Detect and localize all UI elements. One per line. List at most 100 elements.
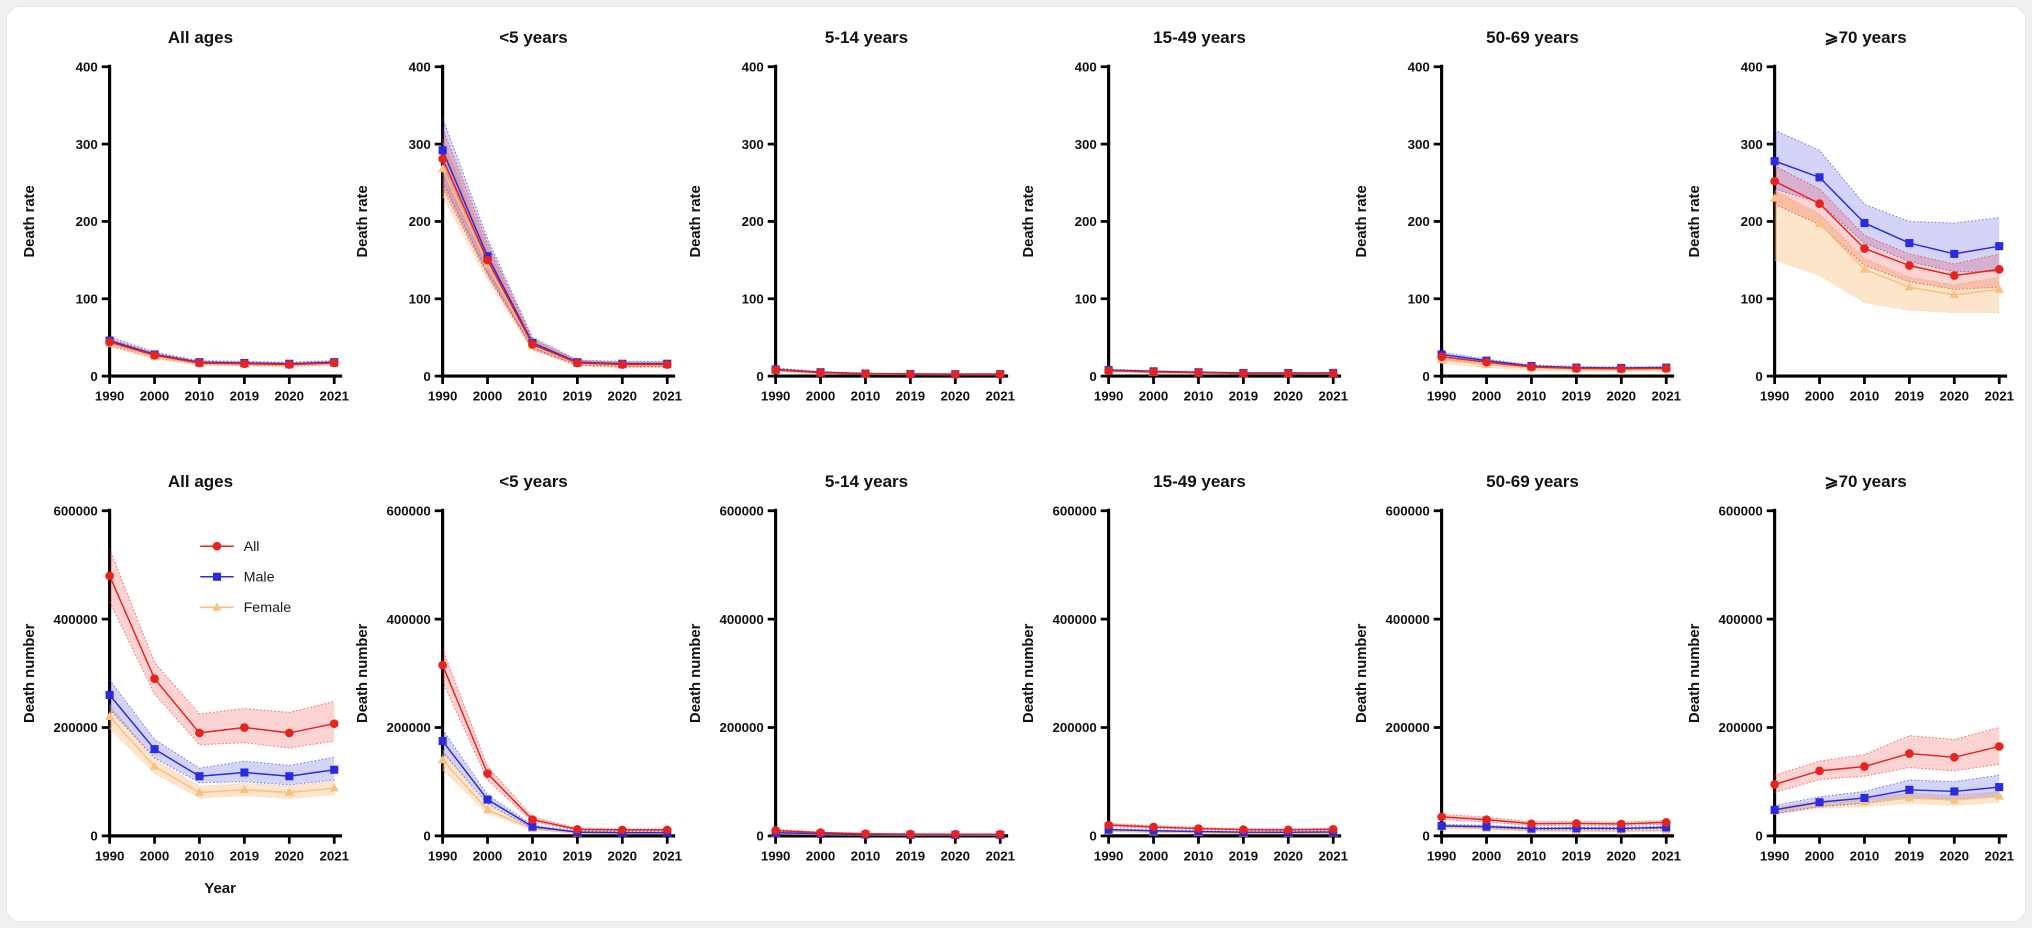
y-axis-label: Death rate <box>1021 185 1037 257</box>
x-tick-label: 1990 <box>1427 848 1457 863</box>
band-female <box>1774 791 2000 815</box>
marker <box>528 822 537 831</box>
band-male <box>1774 130 2000 272</box>
marker <box>573 358 582 368</box>
x-tick-label: 2019 <box>230 389 260 404</box>
series-line-male <box>1108 828 1334 834</box>
marker <box>1239 369 1248 378</box>
chart-plot: 600000 400000 200000 0 1990 2000 2010 2019 2020 2… <box>1021 503 1349 863</box>
y-tick-label: 100 <box>1075 291 1097 306</box>
x-tick-label: 2010 <box>1850 389 1880 404</box>
marker <box>1905 785 1914 794</box>
chart-plot: 400 300 200 100 0 1990 2000 2010 2019 2020 2021 Dea… <box>1354 59 1682 403</box>
x-tick-label: 2010 <box>185 389 215 404</box>
marker <box>285 772 294 781</box>
marker <box>950 829 960 839</box>
marker <box>105 337 114 347</box>
x-tick-label: 2021 <box>985 848 1015 863</box>
band-edge <box>109 679 335 769</box>
marker <box>1283 825 1293 835</box>
chart-title: 5-14 years <box>824 472 909 491</box>
band-edge <box>1774 165 2000 265</box>
chart-title: <5 years <box>499 28 568 47</box>
band-edge <box>442 182 668 367</box>
chart-plot: 600000 400000 200000 0 1990 2000 2010 2019 2020 2… <box>1687 503 2015 863</box>
x-tick-label: 1990 <box>428 389 458 404</box>
marker <box>861 829 870 839</box>
marker <box>329 783 339 792</box>
marker <box>617 825 627 835</box>
marker <box>438 660 447 670</box>
x-tick-label: 2020 <box>608 389 638 404</box>
y-tick-label: 100 <box>742 291 764 306</box>
chart-number-50-69: 50-69 years 600000 400000 200000 0 1990 2000 2… <box>1349 459 1682 921</box>
marker <box>1814 218 1825 228</box>
x-tick-label: 2010 <box>1184 389 1214 404</box>
y-axis-label: Death rate <box>22 185 38 257</box>
chart-title: 50-69 years <box>1486 28 1579 47</box>
y-axis-label: Death number <box>1021 623 1037 723</box>
x-tick-label: 2019 <box>1562 848 1592 863</box>
y-axis-label: Death number <box>688 623 704 723</box>
band-edge <box>109 548 335 715</box>
x-tick-label: 2021 <box>319 848 349 863</box>
marker <box>861 369 870 379</box>
y-tick-label: 0 <box>90 829 97 844</box>
chart-number-5-14: 5-14 years 600000 400000 200000 0 1990 2000 20… <box>683 459 1016 921</box>
chart-title: ⩾70 years <box>1824 28 1907 47</box>
marker <box>1815 199 1824 208</box>
x-tick-label: 2020 <box>275 389 305 404</box>
band-edge <box>109 601 335 749</box>
marker <box>1104 825 1113 834</box>
y-tick-label: 400000 <box>386 612 430 627</box>
y-axis-label: Death rate <box>1687 185 1703 257</box>
y-tick-label: 200 <box>742 214 764 229</box>
chart-plot: 400 300 200 100 0 1990 2000 2010 2019 2020 2021 Dea… <box>688 59 1016 403</box>
chart-plot: 600000 400000 200000 0 1990 2000 2010 2019 2020 2… <box>1354 503 1682 863</box>
series-line-male <box>109 694 335 778</box>
y-tick-label: 100 <box>1741 291 1763 306</box>
series-line-male <box>441 149 668 365</box>
marker <box>1815 766 1824 776</box>
x-tick-label: 2000 <box>1805 389 1835 404</box>
chart-title: All ages <box>167 28 234 47</box>
y-tick-label: 0 <box>1755 369 1762 384</box>
x-tick-label: 2019 <box>230 848 260 863</box>
series-line-male <box>442 740 668 834</box>
chart-grid: All ages 400 300 200 100 0 1990 2000 2010 2019 20… <box>7 7 2025 921</box>
series-line-female <box>1774 795 2000 812</box>
marker <box>1194 368 1203 377</box>
x-tick-label: 2010 <box>1517 848 1547 863</box>
y-tick-label: 200000 <box>386 720 430 735</box>
x-tick-label: 2019 <box>1895 389 1925 404</box>
legend-label: All <box>244 539 260 555</box>
marker <box>906 829 915 839</box>
marker <box>438 737 447 746</box>
marker <box>771 826 780 835</box>
series-line-all <box>775 829 1001 835</box>
y-tick-label: 0 <box>1422 369 1429 384</box>
band-edge <box>442 729 668 833</box>
marker <box>240 359 249 369</box>
band-edge <box>442 187 668 368</box>
series-line-all <box>108 575 335 734</box>
marker <box>1994 265 2004 274</box>
chart-rate-under5: <5 years 400 300 200 100 0 1990 2000 2010 2019 20… <box>350 15 683 459</box>
x-tick-label: 2000 <box>1139 848 1169 863</box>
y-tick-label: 200000 <box>1052 720 1096 735</box>
y-tick-label: 400 <box>76 59 98 74</box>
series-line-all <box>1441 816 1667 825</box>
marker <box>1616 364 1626 374</box>
marker <box>1617 824 1626 833</box>
y-tick-label: 0 <box>90 369 97 384</box>
x-tick-label: 2010 <box>851 848 881 863</box>
marker <box>284 787 295 796</box>
marker <box>1950 249 1959 258</box>
y-tick-label: 300 <box>742 137 764 152</box>
legend-label: Male <box>244 570 275 586</box>
marker <box>1527 362 1536 372</box>
axes: 400 300 200 100 0 1990 2000 2010 2019 2020 2021 Dea… <box>22 59 350 403</box>
marker <box>483 769 492 778</box>
marker <box>437 163 448 173</box>
marker <box>1104 820 1113 830</box>
